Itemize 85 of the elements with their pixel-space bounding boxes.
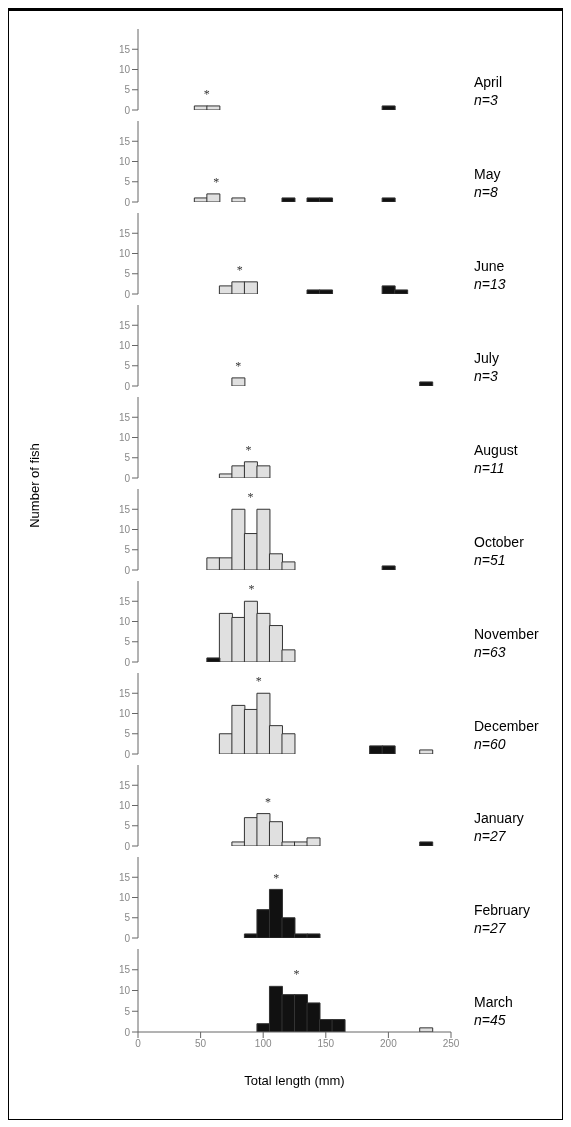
y-tick-label: 15 <box>118 779 131 791</box>
y-tick-label: 15 <box>118 964 131 976</box>
y-tick-label: 15 <box>118 503 131 515</box>
text: January <box>474 810 524 826</box>
y-tick-label: 15 <box>118 135 131 147</box>
annotation: * <box>273 870 280 885</box>
y-tick-label: 15 <box>118 411 131 423</box>
y-tick-label: 10 <box>118 708 131 720</box>
text: n=27 <box>474 920 507 936</box>
y-tick-label: 15 <box>118 319 131 331</box>
y-tick-label: 10 <box>118 340 131 352</box>
y-tick-label: 15 <box>118 687 131 699</box>
y-tick-label: 5 <box>124 1005 131 1017</box>
text: August <box>474 442 518 458</box>
y-tick-label: 10 <box>118 616 131 628</box>
x-tick-label: 250 <box>442 1038 460 1050</box>
y-tick-label: 10 <box>118 892 131 904</box>
annotation: * <box>265 794 272 809</box>
y-tick-label: 10 <box>118 524 131 536</box>
text: n=51 <box>474 552 506 568</box>
y-tick-label: 0 <box>124 288 131 300</box>
text: n=11 <box>474 460 505 476</box>
annotation: * <box>245 442 252 457</box>
y-tick-label: 5 <box>124 912 131 924</box>
y-tick-label: 5 <box>124 268 131 280</box>
annotation: * <box>203 87 210 102</box>
text: n=8 <box>474 184 498 200</box>
y-tick-label: 0 <box>124 1026 131 1038</box>
x-tick-label: 150 <box>317 1038 335 1050</box>
text: April <box>474 74 503 90</box>
text: n=13 <box>474 276 506 292</box>
text: June <box>474 258 505 274</box>
x-tick-label: 0 <box>135 1038 142 1050</box>
y-tick-label: 0 <box>124 380 131 392</box>
y-tick-label: 5 <box>124 176 131 188</box>
text: n=63 <box>474 644 506 660</box>
y-tick-label: 0 <box>124 104 131 116</box>
annotation: * <box>235 359 242 374</box>
y-tick-label: 15 <box>118 43 131 55</box>
y-tick-label: 10 <box>118 432 131 444</box>
annotation: * <box>293 967 300 982</box>
annotation: * <box>255 674 262 689</box>
y-tick-label: 0 <box>124 656 131 668</box>
y-tick-label: 5 <box>124 360 131 372</box>
x-tick-label: 100 <box>254 1038 272 1050</box>
x-tick-label: 200 <box>380 1038 398 1050</box>
annotation: * <box>248 582 255 597</box>
y-tick-label: 5 <box>124 636 131 648</box>
text: n=27 <box>474 828 507 844</box>
y-tick-label: 5 <box>124 544 131 556</box>
y-tick-label: 5 <box>124 728 131 740</box>
annotation: * <box>213 175 220 190</box>
text: February <box>474 902 531 918</box>
y-tick-label: 10 <box>118 156 131 168</box>
y-tick-label: 0 <box>124 472 131 484</box>
y-tick-label: 0 <box>124 564 131 576</box>
text: October <box>474 534 525 550</box>
text: November <box>474 626 539 642</box>
y-tick-label: 0 <box>124 932 131 944</box>
y-axis-title: Number of fish <box>26 442 42 528</box>
text: March <box>474 994 513 1010</box>
y-tick-label: 0 <box>124 196 131 208</box>
text: December <box>474 718 539 734</box>
y-tick-label: 5 <box>124 452 131 464</box>
y-tick-label: 10 <box>118 800 131 812</box>
y-tick-label: 15 <box>118 871 131 883</box>
text: July <box>474 350 499 366</box>
x-axis-title: Total length (mm) <box>244 1073 345 1088</box>
y-tick-label: 10 <box>118 248 131 260</box>
y-tick-label: 5 <box>124 820 131 832</box>
y-tick-label: 10 <box>118 985 131 997</box>
text: n=60 <box>474 736 506 752</box>
y-tick-label: 15 <box>118 595 131 607</box>
y-tick-label: 10 <box>118 64 131 76</box>
y-tick-label: 0 <box>124 840 131 852</box>
annotation: * <box>236 262 243 277</box>
y-tick-label: 0 <box>124 748 131 760</box>
x-tick-label: 50 <box>195 1038 207 1050</box>
text: n=3 <box>474 368 498 384</box>
text: n=3 <box>474 92 498 108</box>
annotation: * <box>247 490 254 505</box>
text: May <box>474 166 501 182</box>
y-tick-label: 5 <box>124 84 131 96</box>
y-tick-label: 15 <box>118 227 131 239</box>
text: n=45 <box>474 1012 506 1028</box>
